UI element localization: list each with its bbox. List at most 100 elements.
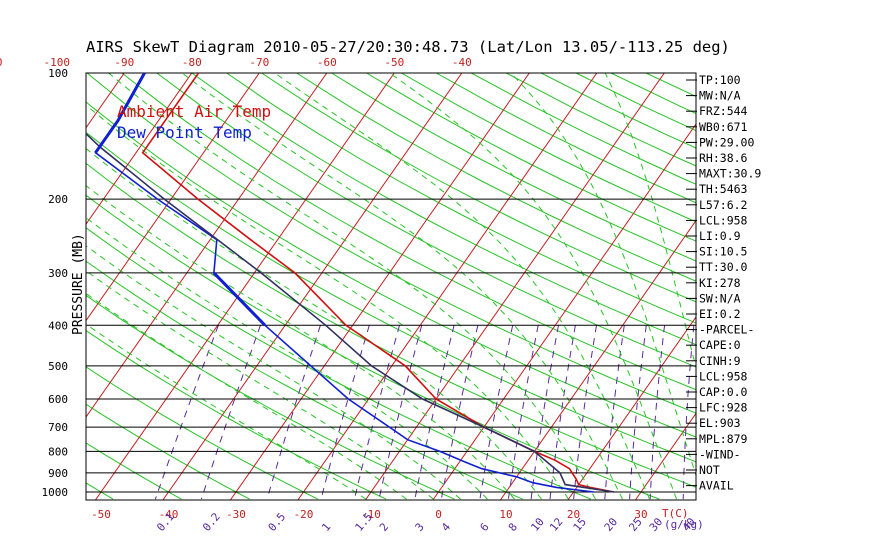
mixing-ratio-tick-label: 3 [413,520,427,533]
mixing-ratio-line [629,325,647,500]
top-temp-tick-label: -40 [452,56,472,69]
pressure-tick-label: 800 [48,445,68,458]
mixing-ratio-line [549,325,576,500]
moist-adiabat-line [86,292,407,500]
isotherm-line [162,73,463,500]
top-temp-tick-label: -110 [0,56,3,69]
stability-index-label: MAXT:30.9 [699,167,761,181]
mixing-ratio-tick-label: 12 [547,515,565,534]
isotherm-line [86,73,260,322]
moist-adiabat-line [86,270,434,500]
dry-adiabat-line [121,73,696,391]
moist-adiabat-line [389,73,677,500]
moist-adiabat-line [108,73,596,500]
mixing-ratio-line [200,325,261,500]
pressure-tick-label: 100 [48,67,68,80]
mixing-ratio-tick-label: 20 [602,515,620,534]
mixing-ratio-line [440,325,479,500]
isotherm-line [763,63,870,510]
mixing-ratio-line [682,325,695,500]
stability-index-label: EL:903 [699,416,741,430]
dry-adiabat-line [226,73,696,324]
bottom-temp-tick-label: 10 [499,508,512,521]
stability-index-label: LFC:928 [699,401,748,415]
stability-index-label: WB0:671 [699,120,748,134]
mixing-ratio-tick-label: 2 [377,520,391,533]
dewpoint-upper-segment [94,73,146,154]
mixing-ratio-line [414,325,455,500]
isotherm-line [567,316,696,500]
dry-adiabat-line [86,101,696,438]
top-temp-tick-label: -100 [44,56,71,69]
stability-index-label: NOT [699,463,720,477]
top-temp-tick-label: -50 [384,56,404,69]
dry-adiabat-line [645,73,696,97]
mixing-ratio-line [353,325,400,500]
stability-index-label: CINH:9 [699,354,741,368]
mixing-ratio-tick-label: 8 [506,520,520,533]
stability-index-label: TH:5463 [699,182,748,196]
stability-index-label: -WIND- [699,447,741,461]
moist-adiabat-line [181,73,623,500]
stability-index-label: L57:6.2 [699,198,747,212]
pressure-tick-label: 500 [48,360,68,373]
dry-adiabat-line [86,366,319,500]
stability-index-label: AVAIL [699,479,734,493]
pressure-tick-label: 900 [48,467,68,480]
top-temp-tick-label: -70 [249,56,269,69]
dry-adiabat-line [156,73,696,368]
stability-index-label: PW:29.00 [699,135,754,149]
mixing-ratio-line [154,325,219,500]
pressure-tick-label: 400 [48,319,68,332]
top-temp-tick-label: -90 [114,56,134,69]
isotherm-line [432,123,696,500]
dry-adiabat-line [86,294,455,500]
pressure-tick-label: 300 [48,267,68,280]
mixing-ratio-tick-label: 10 [528,515,546,534]
dry-adiabat-line [86,73,696,414]
top-temp-tick-label: -60 [317,56,337,69]
mixing-ratio-unit-label: (g/kg) [664,518,704,531]
dry-adiabat-line [331,73,696,262]
dry-adiabat-line [86,329,387,500]
stability-index-label: CAP:0.0 [699,385,748,399]
isotherm-line [364,73,665,500]
dry-adiabat-line [86,260,523,500]
dewpoint-mid-segment [212,271,267,327]
dry-adiabat-line [86,403,250,500]
stability-index-label: CAPE:0 [699,338,741,352]
dry-adiabat-line [401,73,696,223]
isotherm-line [499,219,696,500]
stability-index-label: FRZ:544 [699,104,748,118]
moist-adiabat-line [86,245,461,500]
mixing-ratio-line [604,325,625,500]
bottom-temp-tick-label: 0 [435,508,442,521]
dewpoint-line [94,73,594,493]
bottom-temp-tick-label: -20 [294,508,314,521]
bottom-temp-tick-label: 30 [634,508,647,521]
stability-index-label: SI:10.5 [699,245,747,259]
mixing-ratio-tick-label: 6 [477,520,491,533]
stability-index-label: RH:38.6 [699,151,748,165]
pressure-tick-label: 600 [48,393,68,406]
bottom-temp-tick-label: -50 [91,508,111,521]
stability-index-label: MW:N/A [699,89,741,103]
mixing-ratio-line [479,325,514,500]
moist-adiabat-line [86,147,542,500]
stability-index-label: LCL:958 [699,369,748,383]
chart-title: AIRS SkewT Diagram 2010-05-27/20:30:48.7… [86,38,730,56]
bottom-temp-tick-label: -30 [226,508,246,521]
stability-index-label: LI:0.9 [699,229,741,243]
isotherm-line [86,73,328,418]
isotherm-line [86,73,193,226]
isotherm-line [94,73,395,500]
stability-index-label: LCL:958 [699,213,748,227]
mixing-ratio-tick-label: 0.5 [266,510,289,534]
dry-adiabat-line [86,227,591,500]
parcel-line [86,132,615,493]
stability-index-label: TT:30.0 [699,260,748,274]
dry-adiabat-line [191,73,696,346]
isotherm-line [297,73,598,500]
dry-adiabat-line [261,73,696,303]
